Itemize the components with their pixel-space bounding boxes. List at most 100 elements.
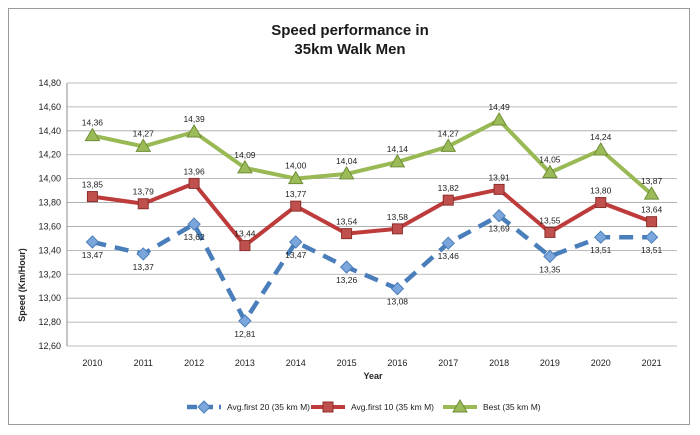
chart-title-line-1: Speed performance in [271,22,429,39]
y-tick-label: 14,80 [38,78,61,88]
square-marker [290,200,302,212]
triangle-marker [389,153,406,168]
data-label: 14,27 [438,128,460,138]
x-tick-labels: 2010 2011 2012 2013 2014 2015 2016 2017 2018 2019… [82,358,661,368]
x-tick-label: 2014 [286,358,306,368]
square-marker [595,197,607,209]
x-tick-label: 2013 [235,358,255,368]
triangle-marker [440,138,457,152]
x-tick-label: 2011 [134,358,153,368]
diamond-marker [441,236,455,250]
x-tick-label: 2019 [540,358,560,368]
y-tick-label: 12,80 [38,317,61,327]
square-marker [239,240,251,252]
data-label: 13,26 [336,275,358,285]
triangle-marker [452,399,468,413]
data-label: 13,58 [387,212,409,222]
y-tick-label: 13,00 [38,293,61,303]
data-label: 13,77 [285,189,307,199]
data-label: 13,47 [285,250,307,260]
x-tick-label: 2021 [642,358,662,368]
data-label: 13,62 [183,232,205,242]
data-label: 13,54 [336,217,358,227]
diamond-marker [85,235,100,249]
triangle-marker [643,186,660,200]
data-label: 14,24 [590,132,612,142]
y-tick-label: 14,20 [38,150,61,160]
triangle-marker [186,124,202,138]
legend-entry: Avg.first 20 (35 km M) [227,402,310,412]
y-tick-labels: 12,60 12,80 13,00 13,20 13,40 13,60 13,80 14,00… [38,78,61,351]
data-label: 13,51 [641,245,663,255]
series-line [92,181,653,248]
data-label: 13,85 [82,180,104,190]
data-label: 13,37 [133,262,155,272]
chart-frame: Speed performance in 35km Walk Men 12,60… [8,8,690,425]
y-tick-label: 13,20 [38,269,61,279]
data-label: 13,51 [590,245,612,255]
x-axis-label: Year [363,371,383,381]
x-tick-label: 2020 [591,358,611,368]
data-label: 13,91 [488,172,510,182]
y-tick-label: 14,60 [38,102,61,112]
x-tick-label: 2016 [387,358,407,368]
data-label: 13,35 [539,264,561,274]
data-label: 14,05 [539,155,561,165]
x-tick-label: 2018 [489,358,509,368]
data-label: 14,39 [183,114,205,124]
data-label: 13,46 [438,251,460,261]
series-line [91,118,653,196]
data-label: 14,36 [82,118,104,128]
diamond-marker [238,314,252,328]
data-label: 13,87 [641,176,663,186]
square-marker [544,226,556,238]
line-chart: Speed performance in 35km Walk Men 12,60… [17,22,677,414]
data-label: 14,49 [488,102,510,112]
data-labels: 13,47 13,37 13,62 12,81 13,47 13,26 13,08 13,46… [82,102,663,339]
y-tick-label: 13,60 [38,221,61,231]
diamond-marker [390,281,405,296]
data-label: 13,08 [387,297,409,307]
triangle-marker [84,127,101,142]
square-marker [442,194,454,206]
triangle-marker [135,138,152,152]
chart-title-line-2: 35km Walk Men [294,41,405,58]
y-tick-label: 14,00 [38,174,61,184]
gridlines [66,82,677,347]
data-label: 14,14 [387,144,409,154]
legend-entry: Avg.first 10 (35 km M) [351,402,434,412]
square-marker [188,177,200,189]
diamond-marker [339,260,354,274]
legend: Avg.first 20 (35 km M) Avg.first 10 (35 k… [187,399,541,414]
diamond-marker [594,230,608,244]
diamond-marker [289,235,303,249]
y-tick-label: 13,40 [38,245,61,255]
square-marker [493,183,505,195]
square-marker [391,223,403,235]
diamond-marker [492,208,506,223]
triangle-marker [542,164,558,179]
square-marker [341,228,353,240]
data-label: 14,09 [234,150,256,160]
diamond-marker [197,400,211,414]
data-label: 14,27 [133,128,155,138]
diamond-marker [543,249,557,264]
triangle-marker [237,159,253,174]
x-tick-label: 2015 [337,358,357,368]
triangle-marker [338,165,355,180]
diamond-marker [187,217,201,231]
x-tick-label: 2012 [184,358,204,368]
diamond-marker [136,247,150,261]
triangle-marker [287,170,304,185]
triangle-marker [491,112,507,126]
data-label: 13,69 [488,224,510,234]
triangle-marker [592,141,609,156]
data-label: 13,47 [82,250,104,260]
y-tick-label: 14,40 [38,126,61,136]
square-marker [86,191,98,203]
y-axis-label: Speed (Km/Hour) [17,248,27,322]
series-line [91,213,652,324]
data-label: 13,80 [590,186,612,196]
data-label: 13,55 [539,215,561,225]
legend-entry: Best (35 km M) [483,402,541,412]
